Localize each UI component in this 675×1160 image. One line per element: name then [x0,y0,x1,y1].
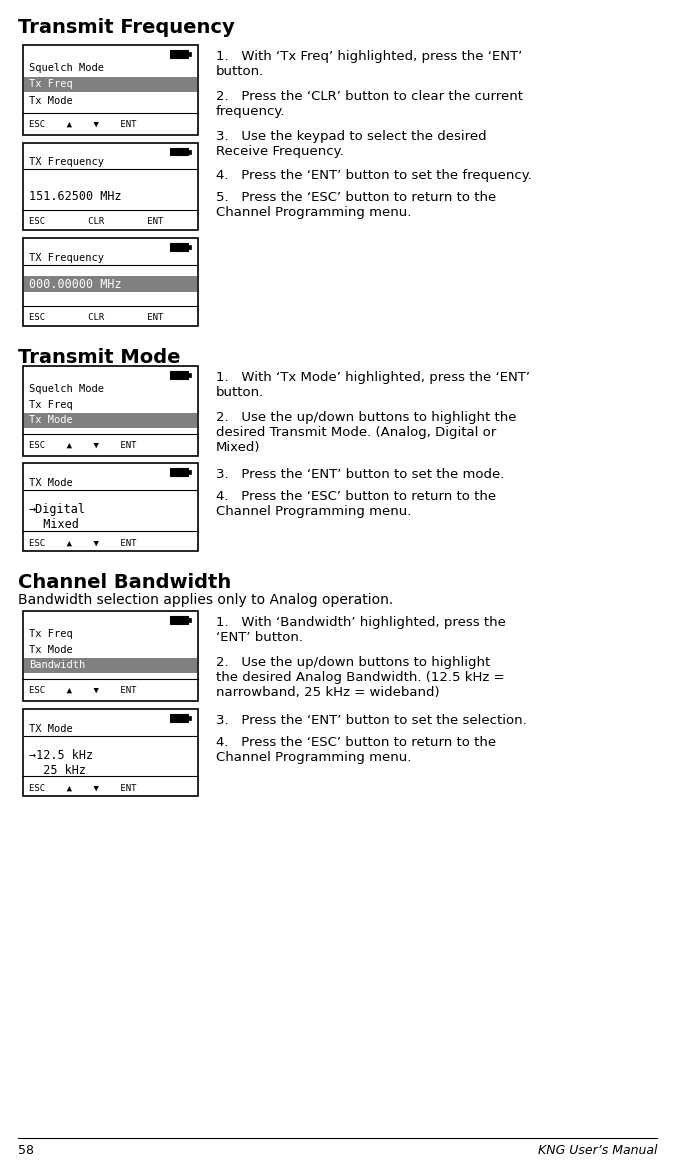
Text: 25 kHz: 25 kHz [29,763,86,776]
Text: →Digital: →Digital [29,503,86,516]
Bar [23,365,198,456]
Text: Bandwidth: Bandwidth [29,660,85,669]
Text: KNG User’s Manual: KNG User’s Manual [537,1144,657,1158]
Bar [188,372,191,377]
Text: Squelch Mode: Squelch Mode [29,384,104,393]
Text: 3.   Use the keypad to select the desired
Receive Frequency.: 3. Use the keypad to select the desired … [216,130,487,158]
Text: ESC        CLR        ENT: ESC CLR ENT [29,313,163,322]
Text: Tx Mode: Tx Mode [29,645,73,655]
Bar [188,245,191,249]
Text: 3.   Press the ‘ENT’ button to set the mode.: 3. Press the ‘ENT’ button to set the mod… [216,469,504,481]
Text: 1.   With ‘Tx Mode’ highlighted, press the ‘ENT’
button.: 1. With ‘Tx Mode’ highlighted, press the… [216,371,530,399]
Text: Squelch Mode: Squelch Mode [29,63,104,73]
Bar [170,371,188,379]
Text: 3.   Press the ‘ENT’ button to set the selection.: 3. Press the ‘ENT’ button to set the sel… [216,713,526,726]
Text: 5.   Press the ‘ESC’ button to return to the
Channel Programming menu.: 5. Press the ‘ESC’ button to return to t… [216,191,496,219]
Text: TX Mode: TX Mode [29,724,73,733]
Text: Transmit Frequency: Transmit Frequency [18,17,235,37]
Text: Transmit Mode: Transmit Mode [18,348,180,367]
Text: Tx Freq: Tx Freq [29,629,73,639]
Bar [23,611,198,701]
Bar [188,52,191,56]
Text: Tx Freq: Tx Freq [29,400,73,409]
Text: 151.62500 MHz: 151.62500 MHz [29,190,122,203]
Text: TX Frequency: TX Frequency [29,253,104,263]
Bar [23,45,198,135]
Text: 4.   Press the ‘ESC’ button to return to the
Channel Programming menu.: 4. Press the ‘ESC’ button to return to t… [216,735,496,763]
Text: TX Mode: TX Mode [29,478,73,488]
Text: Bandwidth selection applies only to Analog operation.: Bandwidth selection applies only to Anal… [18,593,394,607]
Text: ESC    ▲    ▼    ENT: ESC ▲ ▼ ENT [29,783,136,792]
Text: 4.   Press the ‘ENT’ button to set the frequency.: 4. Press the ‘ENT’ button to set the fre… [216,169,532,182]
Text: Tx Mode: Tx Mode [29,414,73,425]
Bar [23,709,198,797]
Text: ESC    ▲    ▼    ENT: ESC ▲ ▼ ENT [29,441,136,450]
Bar [170,147,188,155]
Bar [24,658,197,673]
Bar [188,471,191,474]
Text: Channel Bandwidth: Channel Bandwidth [18,573,232,592]
Text: →12.5 kHz: →12.5 kHz [29,748,93,762]
Text: 2.   Use the up/down buttons to highlight
the desired Analog Bandwidth. (12.5 kH: 2. Use the up/down buttons to highlight … [216,655,505,698]
Text: ESC        CLR        ENT: ESC CLR ENT [29,217,163,226]
Bar [24,77,197,92]
Text: ESC    ▲    ▼    ENT: ESC ▲ ▼ ENT [29,119,136,129]
Bar [188,150,191,153]
Text: 1.   With ‘Tx Freq’ highlighted, press the ‘ENT’
button.: 1. With ‘Tx Freq’ highlighted, press the… [216,50,522,78]
Bar [170,469,188,477]
Bar [188,716,191,719]
Text: 2.   Use the up/down buttons to highlight the
desired Transmit Mode. (Analog, Di: 2. Use the up/down buttons to highlight … [216,411,516,454]
Bar [170,713,188,722]
Text: ESC    ▲    ▼    ENT: ESC ▲ ▼ ENT [29,686,136,695]
Bar [24,276,197,292]
Bar [170,50,188,58]
Text: Tx Mode: Tx Mode [29,95,73,106]
Bar [188,618,191,622]
Bar [23,464,198,551]
Text: 58: 58 [18,1144,34,1158]
Bar [170,616,188,624]
Text: 000.00000 MHz: 000.00000 MHz [29,278,122,291]
Bar [23,143,198,230]
Text: TX Frequency: TX Frequency [29,158,104,167]
Text: Mixed: Mixed [29,519,79,531]
Text: Tx Freq: Tx Freq [29,79,73,89]
Text: 4.   Press the ‘ESC’ button to return to the
Channel Programming menu.: 4. Press the ‘ESC’ button to return to t… [216,491,496,519]
Text: 1.   With ‘Bandwidth’ highlighted, press the
‘ENT’ button.: 1. With ‘Bandwidth’ highlighted, press t… [216,616,506,644]
Bar [170,244,188,252]
Text: 2.   Press the ‘CLR’ button to clear the current
frequency.: 2. Press the ‘CLR’ button to clear the c… [216,89,523,117]
Text: ESC    ▲    ▼    ENT: ESC ▲ ▼ ENT [29,538,136,548]
Bar [24,413,197,428]
Bar [23,238,198,326]
